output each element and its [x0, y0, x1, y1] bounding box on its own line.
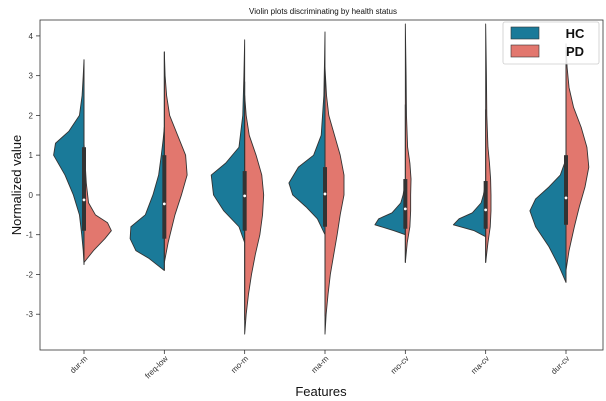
- y-tick-label: -3: [26, 310, 34, 319]
- chart-title: Violin plots discriminating by health st…: [249, 7, 397, 16]
- x-tick-label-ma-cv: ma-cv: [469, 354, 491, 376]
- violin-hc-dur-cv: [529, 158, 567, 283]
- median-dot-dur-cv: [564, 196, 568, 200]
- legend-swatch-pd: [510, 44, 540, 58]
- y-tick-label: 2: [29, 111, 34, 120]
- x-tick-label-freq-low: freq-low: [143, 354, 170, 381]
- y-tick-label: -1: [26, 231, 34, 240]
- y-axis-label: Normalized value: [9, 135, 24, 235]
- legend-label-hc: HC: [566, 26, 585, 41]
- iqr-box-ma-cv: [483, 181, 488, 229]
- violin-pd-mo-m: [244, 95, 265, 335]
- iqr-box-ma-m: [323, 167, 327, 227]
- violin-hc-mo-cv: [374, 182, 406, 236]
- legend: HC PD: [502, 21, 600, 65]
- plot-frame: [39, 19, 604, 351]
- x-axis-label: Features: [295, 384, 347, 399]
- violin-pd-freq-low: [163, 51, 188, 263]
- median-dot-ma-m: [323, 192, 327, 196]
- violin-pd-ma-m: [324, 67, 345, 335]
- x-tick-label-mo-cv: mo-cv: [389, 354, 411, 376]
- iqr-box-mo-cv: [403, 179, 408, 229]
- iqr-box-freq-low: [162, 155, 167, 239]
- y-tick-label: -2: [26, 270, 34, 279]
- legend-swatch-hc: [510, 26, 540, 40]
- iqr-box-dur-cv: [564, 155, 568, 225]
- x-tick-label-mo-m: mo-m: [229, 354, 250, 375]
- y-tick-label: 3: [29, 72, 34, 81]
- y-tick-label: 0: [29, 191, 34, 200]
- violin-pd-dur-m: [83, 142, 112, 263]
- median-dot-mo-m: [243, 194, 247, 198]
- median-dot-freq-low: [162, 202, 166, 206]
- violin-hc-mo-m: [210, 39, 246, 244]
- violin-hc-ma-cv: [452, 182, 487, 238]
- iqr-box-mo-m: [242, 171, 247, 231]
- y-tick-label: 1: [29, 151, 34, 160]
- x-tick-label-dur-m: dur-m: [68, 354, 89, 375]
- violin-hc-freq-low: [129, 126, 165, 271]
- x-tick-label-dur-cv: dur-cv: [549, 354, 571, 376]
- violin-hc-ma-m: [288, 31, 326, 236]
- median-dot-ma-cv: [484, 208, 488, 212]
- x-tick-label-ma-m: ma-m: [310, 354, 331, 375]
- median-dot-mo-cv: [403, 207, 407, 211]
- median-dot-dur-m: [82, 198, 86, 202]
- y-tick-label: 4: [29, 32, 34, 41]
- violin-hc-dur-m: [53, 59, 85, 265]
- violin-pd-dur-cv: [565, 43, 590, 271]
- iqr-box-dur-m: [82, 147, 86, 231]
- legend-label-pd: PD: [566, 44, 584, 59]
